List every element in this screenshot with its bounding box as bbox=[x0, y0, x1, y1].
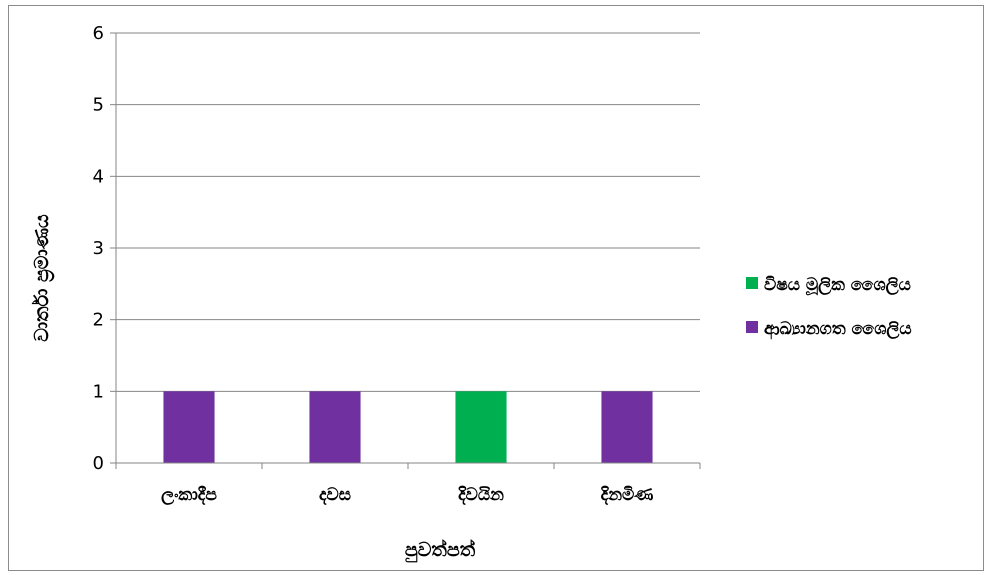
x-tick-label: දිවයින bbox=[458, 485, 504, 506]
y-axis-title: වාර්තා ප්‍රමාණය bbox=[31, 214, 55, 342]
bar bbox=[163, 391, 215, 463]
legend-swatch bbox=[746, 321, 758, 333]
y-tick-label: 1 bbox=[93, 381, 104, 402]
legend-label: විෂය මූලික ශෛලිය bbox=[764, 275, 911, 296]
legend: විෂය මූලික ශෛලිය ආඛ්‍යානගත ශෛලිය bbox=[746, 275, 912, 340]
y-tick-label: 6 bbox=[93, 23, 104, 44]
y-tick-labels: 0 1 2 3 4 5 6 bbox=[93, 23, 104, 474]
bar bbox=[309, 391, 361, 463]
bar bbox=[601, 391, 653, 463]
x-tick-label: දවස bbox=[319, 485, 351, 506]
axes bbox=[115, 33, 700, 464]
y-tick-label: 5 bbox=[93, 95, 104, 116]
chart-frame bbox=[8, 5, 984, 571]
x-tick-labels: ලංකාදීප දවස දිවයින දිනමිණ bbox=[161, 485, 653, 506]
bar bbox=[455, 391, 507, 463]
bars bbox=[163, 391, 653, 463]
legend-swatch bbox=[746, 277, 758, 289]
y-tick-label: 2 bbox=[93, 310, 104, 331]
legend-label: ආඛ්‍යානගත ශෛලිය bbox=[764, 319, 912, 340]
y-tick-label: 0 bbox=[93, 453, 104, 474]
y-tick-label: 4 bbox=[93, 166, 104, 187]
x-axis-title: පුවත්පත් bbox=[405, 539, 476, 564]
x-tick-label: ලංකාදීප bbox=[161, 485, 217, 506]
y-tick-label: 3 bbox=[93, 238, 104, 259]
x-tick-label: දිනමිණ bbox=[600, 485, 653, 506]
